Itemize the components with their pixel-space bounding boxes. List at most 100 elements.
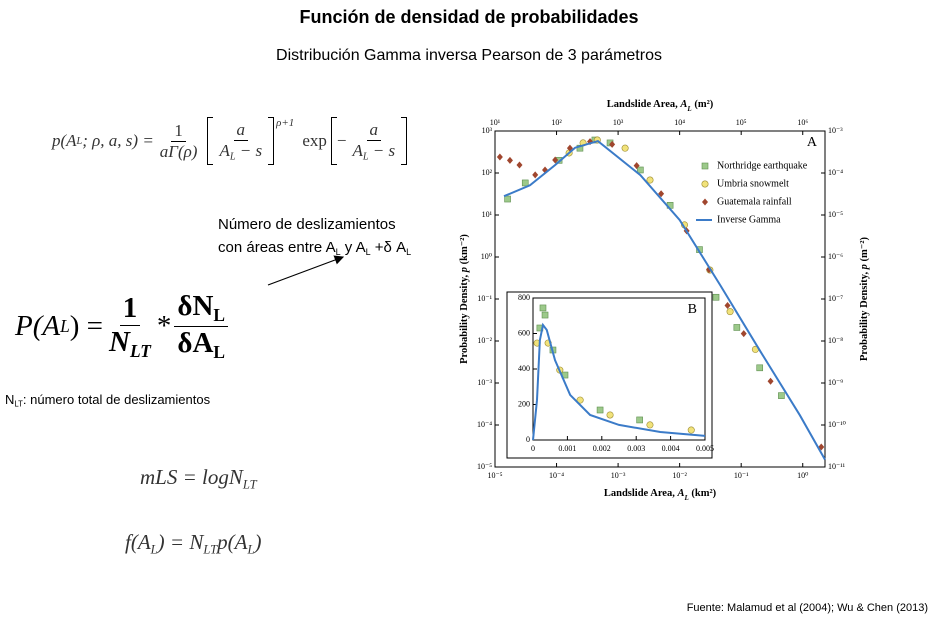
arrow-layer bbox=[267, 255, 345, 286]
f1-power: ρ+1 bbox=[276, 117, 295, 129]
text: : número total de deslizamientos bbox=[22, 392, 211, 407]
f1-lhs-rest: ; ρ, a, s) = bbox=[82, 131, 154, 150]
legend-swatch bbox=[701, 162, 709, 170]
y-tick-label: 10¹ bbox=[482, 210, 493, 219]
point-diamond bbox=[740, 330, 747, 338]
point-diamond bbox=[609, 140, 616, 148]
x-tick-label: 10⁻² bbox=[672, 471, 687, 480]
f1-den2: A bbox=[219, 140, 230, 160]
axis-title-part: L bbox=[684, 494, 689, 502]
point-diamond bbox=[724, 302, 731, 310]
axis-title: Probability Density, p (m⁻²) bbox=[859, 236, 870, 361]
y-tick-label: 200 bbox=[518, 399, 530, 408]
sub: L bbox=[406, 247, 412, 258]
y-tick-label: 10⁻³ bbox=[477, 378, 492, 387]
f2-num1: 1 bbox=[119, 292, 141, 326]
x2-tick-label: 10² bbox=[551, 118, 562, 127]
y-tick-label: 400 bbox=[518, 364, 530, 373]
bracket bbox=[207, 117, 214, 165]
f1-den3: A bbox=[352, 140, 363, 160]
point-circle bbox=[726, 308, 734, 316]
y-tick-label: 600 bbox=[518, 328, 530, 337]
bracket bbox=[268, 117, 275, 165]
point-square bbox=[541, 311, 549, 319]
legend-label: Guatemala rainfall bbox=[717, 196, 792, 207]
panel-label: A bbox=[807, 135, 818, 150]
text: f(A bbox=[125, 530, 151, 554]
f1-sub: L bbox=[76, 135, 83, 147]
legend-label: Northridge earthquake bbox=[717, 160, 808, 171]
annotation-line2: con áreas entre AL y AL +δ AL bbox=[218, 236, 411, 264]
axis-title-part: (m²) bbox=[692, 99, 714, 110]
point-diamond bbox=[552, 156, 559, 164]
y-tick-label: 800 bbox=[518, 293, 530, 302]
footer: Fuente: Malamud et al (2004); Wu & Chen … bbox=[686, 602, 928, 614]
f1-num1: 1 bbox=[171, 121, 186, 142]
formula-f: f(AL) = NLTp(AL) bbox=[125, 530, 261, 557]
legend-label: Inverse Gamma bbox=[717, 214, 781, 225]
point-square bbox=[637, 166, 644, 174]
arrow bbox=[267, 255, 345, 286]
y2-tick-label: 10⁻⁵ bbox=[828, 210, 843, 219]
axis-title: Landslide Area, AL (m²) bbox=[607, 99, 714, 112]
y-tick-label: 10² bbox=[482, 168, 493, 177]
axis-title-part: A bbox=[676, 488, 684, 499]
point-circle bbox=[621, 144, 629, 152]
formula-mls: mLS = logNLT bbox=[140, 465, 257, 492]
f1-frac3: a AL − s bbox=[349, 120, 398, 163]
text: y A bbox=[340, 239, 366, 256]
axis-title: Probability Density, p (km⁻²) bbox=[459, 234, 470, 364]
bracket bbox=[401, 117, 408, 165]
axis-title-part: (km⁻²) bbox=[459, 234, 470, 267]
x2-tick-label: 10⁴ bbox=[674, 118, 685, 127]
y2-tick-label: 10⁻⁷ bbox=[828, 294, 843, 303]
f2-den1-box: NLT bbox=[106, 326, 154, 362]
y-tick-label: 0 bbox=[526, 435, 530, 444]
point-square bbox=[756, 364, 764, 372]
point-diamond bbox=[658, 190, 665, 198]
x-tick-label: 10⁻³ bbox=[611, 471, 626, 480]
y2-tick-label: 10⁻⁹ bbox=[828, 378, 843, 387]
point-square bbox=[712, 293, 720, 301]
point-square bbox=[778, 392, 785, 399]
point-circle bbox=[646, 421, 654, 429]
point-square bbox=[504, 195, 511, 203]
point-square bbox=[521, 179, 529, 187]
y2-tick-label: 10⁻⁴ bbox=[828, 168, 843, 177]
f1-num3: a bbox=[366, 120, 382, 141]
f2-lhs: P(A bbox=[15, 310, 61, 343]
f2-frac2: δNL δAL bbox=[174, 290, 229, 363]
axis-title-part: A bbox=[679, 99, 687, 110]
sub: L bbox=[247, 542, 255, 557]
x-tick-label: 0.005 bbox=[696, 444, 714, 453]
bracket bbox=[330, 117, 337, 165]
text: con áreas entre A bbox=[218, 239, 336, 256]
point-circle bbox=[687, 426, 695, 434]
y2-tick-label: 10⁻⁸ bbox=[828, 336, 843, 345]
y-tick-label: 10⁻⁵ bbox=[477, 462, 492, 471]
legend-label: Umbria snowmelt bbox=[717, 178, 789, 189]
point-square bbox=[636, 416, 643, 424]
point-square bbox=[539, 304, 547, 312]
f1-exp: exp bbox=[302, 131, 327, 150]
x-tick-label: 10⁻¹ bbox=[734, 471, 749, 480]
formula-density: P(A L) = 1 NLT * δNL δAL bbox=[15, 290, 231, 363]
sub: L bbox=[335, 247, 341, 258]
x-tick-label: 0.004 bbox=[662, 444, 680, 453]
f1-den2-rest: − s bbox=[235, 140, 263, 160]
axis-title-part: p bbox=[459, 267, 470, 273]
text: mLS = logN bbox=[140, 465, 243, 489]
axis-title-part: Probability Density, bbox=[859, 269, 870, 361]
sub: L bbox=[365, 247, 371, 258]
f1-den2-sub: L bbox=[229, 151, 236, 163]
f1-den1: aΓ(ρ) bbox=[159, 141, 198, 161]
axis-title-part: (km²) bbox=[689, 488, 717, 499]
text: ) = N bbox=[157, 530, 204, 554]
point-diamond bbox=[532, 171, 539, 179]
f1-den3-rest: − s bbox=[368, 140, 396, 160]
f1-den3-sub: L bbox=[362, 151, 369, 163]
point-circle bbox=[576, 396, 584, 404]
f1-den3-box: AL − s bbox=[349, 141, 398, 163]
point-circle bbox=[606, 411, 614, 419]
